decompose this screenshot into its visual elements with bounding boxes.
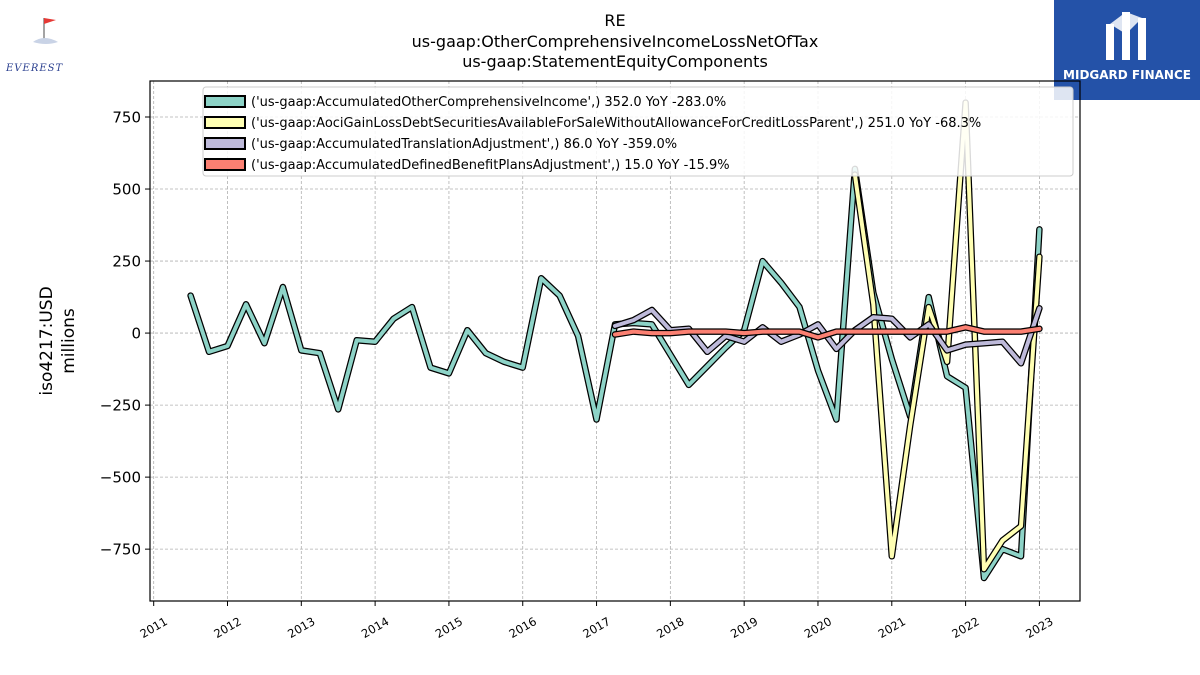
x-tick-label: 2018 bbox=[654, 614, 686, 641]
chart-title-line-1: RE bbox=[604, 11, 626, 30]
x-tick-label: 2019 bbox=[728, 614, 760, 641]
series-line-1 bbox=[188, 166, 1042, 580]
x-tick-label: 2016 bbox=[507, 614, 539, 641]
legend-box bbox=[202, 86, 1074, 177]
x-tick-label: 2022 bbox=[949, 614, 981, 641]
x-tick-label: 2017 bbox=[580, 614, 612, 641]
legend-swatch bbox=[204, 137, 246, 150]
midgard-finance-text: MIDGARD FINANCE bbox=[1063, 68, 1191, 82]
series-line-2 bbox=[852, 100, 1042, 572]
legend-swatch bbox=[204, 95, 246, 108]
everest-logo: EVEREST bbox=[0, 10, 90, 74]
x-tick-label: 2020 bbox=[802, 614, 834, 641]
x-tick-label: 2014 bbox=[359, 614, 391, 641]
x-tick-label: 2021 bbox=[876, 614, 908, 641]
everest-logo-text: EVEREST bbox=[6, 63, 64, 74]
y-tick-label: 500 bbox=[112, 181, 141, 199]
legend-entry-label: ('us-gaap:AccumulatedOtherComprehensiveI… bbox=[251, 95, 726, 110]
midgard-mark-icon bbox=[1106, 12, 1146, 60]
legend-entry-label: ('us-gaap:AociGainLossDebtSecuritiesAvai… bbox=[251, 116, 981, 131]
plot-frame bbox=[149, 80, 1081, 602]
y-axis-label: iso4217:USD bbox=[37, 286, 57, 395]
series-layer bbox=[187, 99, 1043, 582]
y-axis-label: millions bbox=[59, 308, 79, 374]
series-line-4 bbox=[613, 325, 1042, 340]
legend-entry-label: ('us-gaap:AccumulatedDefinedBenefitPlans… bbox=[251, 158, 730, 173]
y-tick-label: −250 bbox=[100, 397, 141, 415]
chart-title-line-2: us-gaap:OtherComprehensiveIncomeLossNetO… bbox=[411, 32, 819, 51]
legend-swatch bbox=[204, 116, 246, 129]
legend: ('us-gaap:AccumulatedOtherComprehensiveI… bbox=[202, 86, 1074, 177]
series-outline-1 bbox=[187, 165, 1043, 582]
legend-swatch bbox=[204, 158, 246, 171]
x-tick-label: 2012 bbox=[211, 614, 243, 641]
everest-flag-icon bbox=[33, 18, 58, 44]
y-tick-label: 0 bbox=[131, 325, 141, 343]
legend-entry-label: ('us-gaap:AccumulatedTranslationAdjustme… bbox=[251, 137, 677, 152]
x-tick-label: 2015 bbox=[433, 614, 465, 641]
x-tick-label: 2011 bbox=[138, 614, 170, 641]
chart-title-line-3: us-gaap:StatementEquityComponents bbox=[462, 52, 768, 71]
midgard-finance-logo: MIDGARD FINANCE bbox=[1054, 0, 1200, 100]
x-tick-label: 2023 bbox=[1023, 614, 1055, 641]
y-tick-label: 750 bbox=[112, 109, 141, 127]
y-tick-label: 250 bbox=[112, 253, 141, 271]
y-tick-label: −500 bbox=[100, 469, 141, 487]
x-tick-label: 2013 bbox=[285, 614, 317, 641]
y-tick-label: −750 bbox=[100, 541, 141, 559]
